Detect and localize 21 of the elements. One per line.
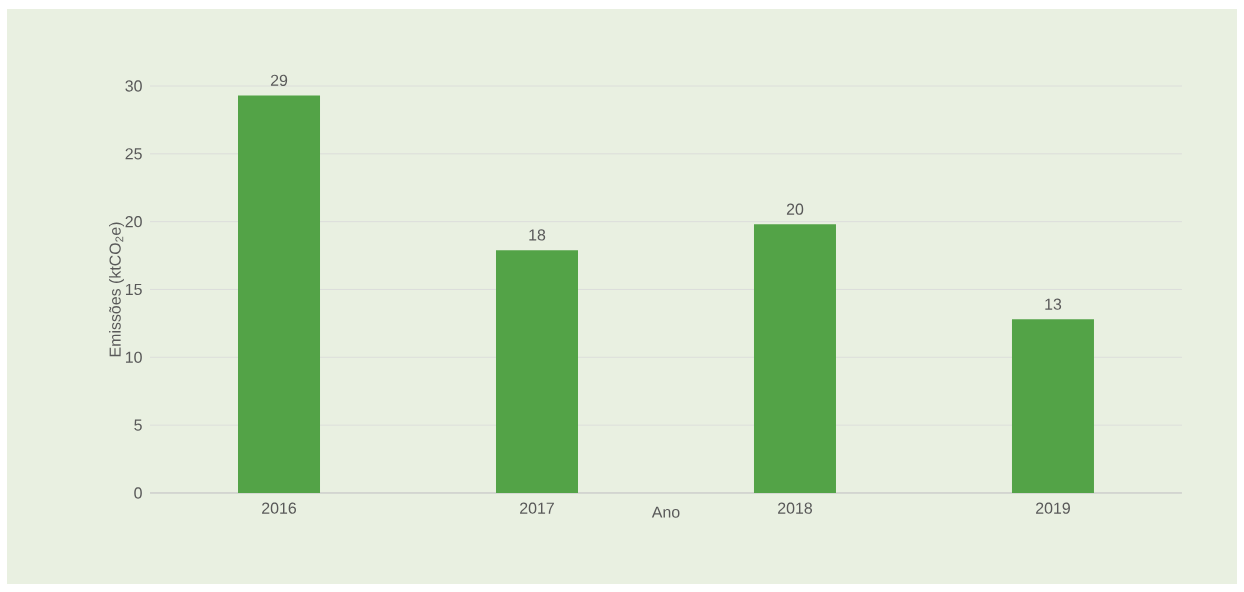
bar — [753, 224, 836, 493]
x-tick-label: 2019 — [1036, 502, 1070, 514]
data-label: 20 — [786, 203, 804, 215]
y-tick-label: 10 — [125, 351, 142, 363]
x-axis-title: Ano — [651, 506, 680, 518]
bar — [1011, 319, 1094, 493]
y-tick-label: 20 — [125, 216, 142, 228]
x-tick-label: 2018 — [778, 502, 813, 514]
y-axis-title: Emissões (ktCO$_{2}$e) — [109, 222, 124, 357]
y-tick-label: 25 — [125, 148, 142, 160]
data-label: 29 — [270, 74, 288, 86]
x-tick-label: 2017 — [520, 502, 554, 514]
data-label: 18 — [529, 229, 546, 241]
bar — [496, 250, 578, 493]
data-label: 13 — [1045, 298, 1062, 310]
y-tick-label: 5 — [134, 419, 142, 431]
y-tick-label: 30 — [125, 80, 142, 92]
x-tick-label: 2016 — [262, 502, 297, 514]
y-tick-label: 15 — [125, 283, 142, 296]
bar — [238, 95, 321, 493]
y-tick-label: 0 — [134, 487, 142, 499]
